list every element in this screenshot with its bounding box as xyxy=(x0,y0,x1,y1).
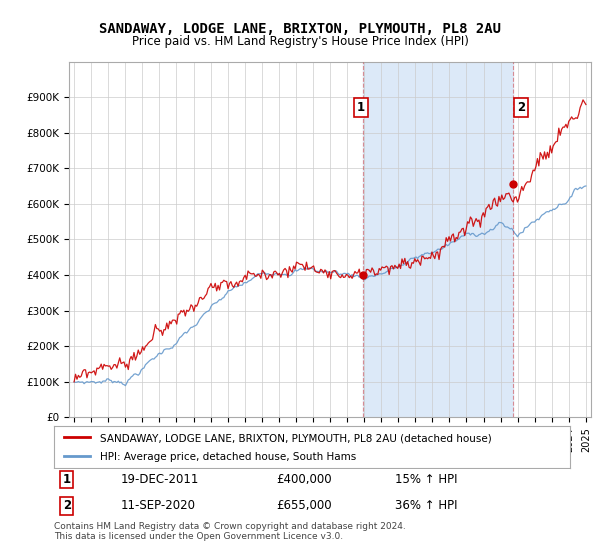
Text: £400,000: £400,000 xyxy=(276,473,332,486)
Text: £655,000: £655,000 xyxy=(276,499,332,512)
Text: Contains HM Land Registry data © Crown copyright and database right 2024.
This d: Contains HM Land Registry data © Crown c… xyxy=(54,522,406,542)
Text: SANDAWAY, LODGE LANE, BRIXTON, PLYMOUTH, PL8 2AU: SANDAWAY, LODGE LANE, BRIXTON, PLYMOUTH,… xyxy=(99,22,501,36)
Text: Price paid vs. HM Land Registry's House Price Index (HPI): Price paid vs. HM Land Registry's House … xyxy=(131,35,469,48)
Text: 15% ↑ HPI: 15% ↑ HPI xyxy=(395,473,457,486)
Text: 2: 2 xyxy=(517,101,525,114)
Text: 19-DEC-2011: 19-DEC-2011 xyxy=(121,473,199,486)
Text: 36% ↑ HPI: 36% ↑ HPI xyxy=(395,499,457,512)
Text: 1: 1 xyxy=(357,101,365,114)
Text: 11-SEP-2020: 11-SEP-2020 xyxy=(121,499,196,512)
Text: SANDAWAY, LODGE LANE, BRIXTON, PLYMOUTH, PL8 2AU (detached house): SANDAWAY, LODGE LANE, BRIXTON, PLYMOUTH,… xyxy=(100,433,492,443)
Text: 1: 1 xyxy=(63,473,71,486)
Text: 2: 2 xyxy=(63,499,71,512)
Text: HPI: Average price, detached house, South Hams: HPI: Average price, detached house, Sout… xyxy=(100,452,356,461)
Bar xyxy=(364,62,512,417)
